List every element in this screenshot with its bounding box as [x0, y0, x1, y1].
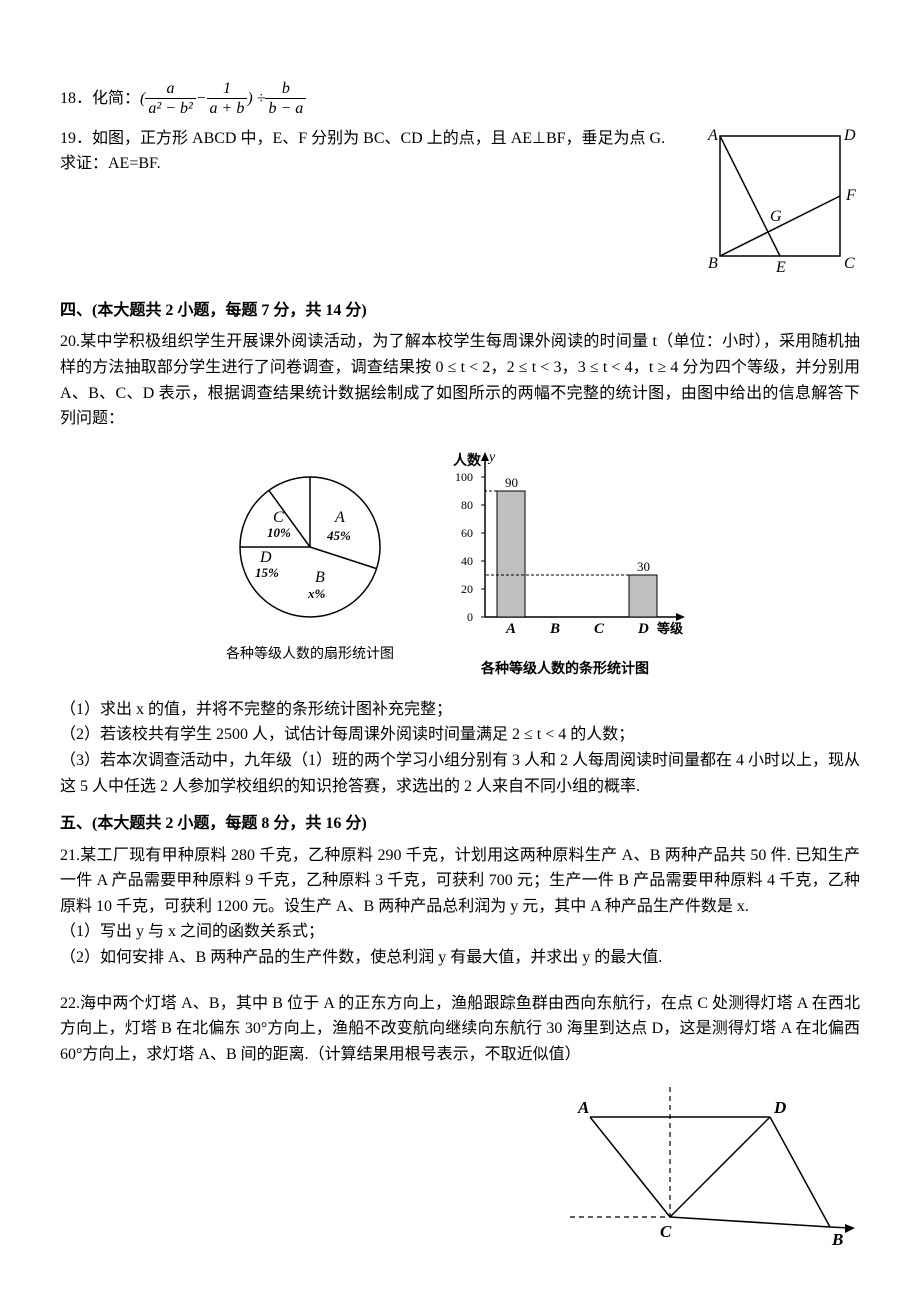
problem-20-intro: 20.某中学积极组织学生开展课外阅读活动，为了解本校学生每周课外阅读的时间量 t…	[60, 329, 860, 431]
bar-svg: 人数 y 等级 0 20 40 60 80 100 90 30	[435, 447, 695, 647]
problem-number: 19．	[60, 130, 92, 147]
svg-text:80: 80	[461, 498, 473, 512]
bar-chart: 人数 y 等级 0 20 40 60 80 100 90 30	[435, 447, 695, 682]
fig22-A: A	[577, 1098, 589, 1117]
label-B: B	[708, 255, 718, 272]
svg-text:20: 20	[461, 582, 473, 596]
problem-number: 22.	[60, 995, 80, 1012]
pie-label-C: C	[273, 509, 284, 526]
fraction-1: a a² − b²	[145, 80, 195, 118]
problem-19-text: 如图，正方形 ABCD 中，E、F 分别为 BC、CD 上的点，且 AE⊥BF，…	[92, 130, 665, 147]
xcat-C: C	[594, 621, 605, 637]
frac1-den: a² − b²	[145, 99, 195, 118]
pie-pct-B: x%	[307, 586, 326, 601]
fraction-2: 1 a + b	[207, 80, 248, 118]
svg-text:40: 40	[461, 554, 473, 568]
section-5-header: 五、(本大题共 2 小题，每题 8 分，共 16 分)	[60, 811, 860, 837]
rparen-div: ) ÷	[247, 86, 265, 112]
problem-20-text: 某中学积极组织学生开展课外阅读活动，为了解本校学生每周课外阅读的时间量 t（单位…	[60, 333, 860, 427]
fraction-3: b b − a	[265, 80, 306, 118]
label-G: G	[770, 208, 782, 225]
frac3-den: b − a	[265, 99, 306, 118]
problem-21-intro: 21.某工厂现有甲种原料 280 千克，乙种原料 290 千克，计划用这两种原料…	[60, 843, 860, 920]
pie-label-A: A	[334, 509, 345, 526]
problem-20-q1: （1）求出 x 的值，并将不完整的条形统计图补充完整；	[60, 697, 860, 723]
problem-number: 18．	[60, 86, 92, 112]
bearing-figure: A D C B	[560, 1077, 860, 1257]
bar-xlabel: 等级	[656, 621, 684, 636]
bar-yarrow: y	[487, 450, 496, 465]
bar-D-value: 30	[637, 559, 650, 574]
problem-prefix: 化简：	[92, 86, 140, 112]
problem-number: 21.	[60, 847, 80, 864]
xcat-A: A	[505, 621, 516, 637]
frac2-num: 1	[207, 80, 248, 99]
problem-20-q3: （3）若本次调查活动中，九年级（1）班的两个学习小组分别有 3 人和 2 人每周…	[60, 748, 860, 799]
problem-21-q1: （1）写出 y 与 x 之间的函数关系式；	[60, 919, 860, 945]
fig22-D: D	[773, 1098, 786, 1117]
fig22-B: B	[831, 1230, 843, 1249]
frac2-den: a + b	[207, 99, 248, 118]
bar-A-value: 90	[505, 475, 518, 490]
problem-21: 21.某工厂现有甲种原料 280 千克，乙种原料 290 千克，计划用这两种原料…	[60, 843, 860, 971]
bar-A	[497, 491, 525, 617]
frac3-num: b	[265, 80, 306, 99]
charts-row: A 45% B x% D 15% C 10% 各种等级人数的扇形统计图 人数 y	[60, 447, 860, 682]
problem-21-q2: （2）如何安排 A、B 两种产品的生产件数，使总利润 y 有最大值，并求出 y …	[60, 945, 860, 971]
svg-text:0: 0	[467, 610, 473, 624]
pie-caption: 各种等级人数的扇形统计图	[225, 644, 395, 666]
pie-pct-C: 10%	[267, 525, 291, 540]
problem-18-text: 18． 化简： ( a a² − b² − 1 a + b ) ÷ b b − …	[60, 80, 860, 118]
problem-22: 22.海中两个灯塔 A、B，其中 B 位于 A 的正东方向上，渔船跟踪鱼群由西向…	[60, 991, 860, 1266]
pie-label-B: B	[315, 569, 325, 586]
problem-21-text: 某工厂现有甲种原料 280 千克，乙种原料 290 千克，计划用这两种原料生产 …	[60, 847, 860, 915]
square-figure: A D B C E F G	[700, 126, 860, 286]
svg-text:100: 100	[455, 470, 473, 484]
xcat-B: B	[549, 621, 560, 637]
problem-19: A D B C E F G 19．如图，正方形 ABCD 中，E、F 分别为 B…	[60, 126, 860, 286]
label-D: D	[843, 127, 856, 144]
problem-18: 18． 化简： ( a a² − b² − 1 a + b ) ÷ b b − …	[60, 80, 860, 118]
label-F: F	[845, 187, 856, 204]
bar-D	[629, 575, 657, 617]
pie-svg: A 45% B x% D 15% C 10%	[225, 462, 395, 632]
xcat-D: D	[637, 621, 649, 637]
section-4-header: 四、(本大题共 2 小题，每题 7 分，共 14 分)	[60, 298, 860, 324]
bar-ylabel: 人数	[453, 452, 482, 469]
svg-text:60: 60	[461, 526, 473, 540]
problem-20-q2: （2）若该校共有学生 2500 人，试估计每周课外阅读时间量满足 2 ≤ t <…	[60, 722, 860, 748]
problem-number: 20.	[60, 333, 80, 350]
problem-20: 20.某中学积极组织学生开展课外阅读活动，为了解本校学生每周课外阅读的时间量 t…	[60, 329, 860, 799]
minus: −	[196, 86, 207, 112]
pie-pct-A: 45%	[326, 528, 351, 543]
pie-pct-D: 15%	[255, 565, 279, 580]
label-C: C	[844, 255, 855, 272]
label-E: E	[775, 259, 786, 276]
pie-chart: A 45% B x% D 15% C 10% 各种等级人数的扇形统计图	[225, 462, 395, 667]
pie-label-D: D	[259, 549, 272, 566]
fig22-C: C	[660, 1222, 672, 1241]
frac1-num: a	[145, 80, 195, 99]
bar-caption: 各种等级人数的条形统计图	[435, 659, 695, 681]
problem-22-text: 海中两个灯塔 A、B，其中 B 位于 A 的正东方向上，渔船跟踪鱼群由西向东航行…	[60, 995, 860, 1063]
problem-22-intro: 22.海中两个灯塔 A、B，其中 B 位于 A 的正东方向上，渔船跟踪鱼群由西向…	[60, 991, 860, 1068]
yticks: 0 20 40 60 80 100	[455, 470, 485, 624]
label-A: A	[707, 127, 718, 144]
